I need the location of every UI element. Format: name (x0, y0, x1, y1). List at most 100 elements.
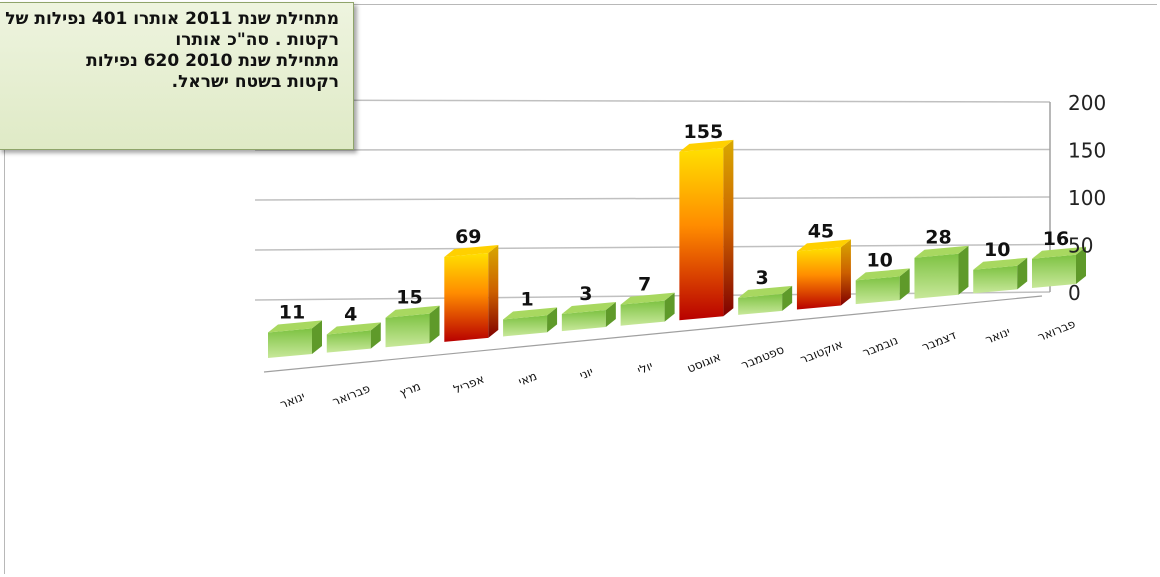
x-category-label: ינואר (983, 324, 1012, 347)
y-tick-label: 200 (1068, 91, 1106, 115)
bar (326, 322, 381, 353)
x-category-label: אפריל (451, 372, 486, 397)
x-category-label: אוגוסט (685, 350, 723, 376)
x-category-label: יוני (577, 364, 595, 382)
bar-top-face (326, 322, 381, 335)
bar-front-face (973, 265, 1018, 294)
data-label: 10 (984, 239, 1010, 261)
bar-side-face (312, 320, 322, 354)
x-category-label: נובמבר (860, 333, 899, 360)
data-label: 10 (866, 249, 892, 271)
bar-front-face (561, 310, 606, 332)
data-label: 28 (925, 227, 951, 249)
bar-front-face (855, 276, 900, 305)
bar (268, 320, 322, 358)
data-label: 3 (579, 283, 592, 305)
bar-side-face (1017, 257, 1028, 290)
data-label: 69 (455, 226, 481, 248)
bar-side-face (547, 307, 558, 333)
bar (855, 268, 910, 305)
x-category-label: פברואר (330, 381, 372, 409)
bar-front-face (503, 315, 548, 337)
bar-side-face (1076, 246, 1086, 284)
y-tick-label: 50 (1068, 234, 1093, 258)
bar-side-face (664, 292, 675, 322)
x-category-label: מאי (516, 369, 539, 389)
bar (503, 307, 558, 337)
data-label: 1 (520, 288, 533, 310)
bar (620, 292, 675, 326)
bars (268, 139, 1086, 358)
bar-front-face (914, 253, 959, 299)
data-label: 45 (808, 220, 834, 242)
bar (796, 239, 851, 310)
gridline (254, 243, 1051, 251)
x-category-label: דצמבר (920, 328, 959, 354)
bar-top-face (620, 292, 675, 305)
gridline (254, 99, 1051, 103)
annotation-box: מתחילת שנת 2011 אותרו 401 נפילות של רקטו… (0, 2, 354, 150)
x-category-label: פברואר (1036, 316, 1078, 344)
chart-frame (4, 4, 1157, 574)
bar-front-face (268, 328, 312, 358)
bar-side-face (723, 139, 734, 317)
bar-side-face (958, 245, 969, 295)
y-tick-label: 150 (1068, 139, 1106, 163)
data-label: 155 (684, 121, 724, 143)
bar-side-face (488, 244, 499, 338)
gridline (254, 196, 1051, 201)
bar-front-face (444, 252, 489, 342)
bar-front-face (620, 300, 665, 326)
bar-front-face (1032, 254, 1076, 288)
bar (973, 257, 1028, 294)
bar-side-face (782, 285, 793, 311)
x-category-label: ספטמבר (739, 342, 786, 372)
data-label: 3 (756, 267, 769, 289)
bar (444, 244, 499, 342)
y-tick-label: 100 (1068, 186, 1106, 210)
bar-top-face (503, 307, 558, 320)
bar (1032, 246, 1086, 288)
data-label: 7 (638, 274, 651, 296)
x-category-label: מרץ (397, 379, 422, 400)
data-label: 16 (1043, 228, 1069, 250)
bar-top-face (738, 285, 793, 298)
bar-top-face (796, 239, 851, 252)
x-axis-line (263, 295, 1043, 373)
bar-front-face (796, 247, 841, 310)
y-tick-label: 0 (1068, 281, 1081, 305)
bar-front-face (738, 293, 783, 315)
bar-top-face (914, 245, 969, 258)
bar-top-face (561, 302, 616, 315)
x-category-label: ינואר (278, 389, 307, 412)
bar (561, 302, 616, 332)
bar-side-face (429, 305, 440, 344)
bar (385, 305, 440, 348)
bar-side-face (605, 302, 616, 328)
bar-top-face (385, 305, 440, 318)
y-axis-tick-labels: 0 50 100 150 200 (1068, 91, 1106, 305)
bar-side-face (899, 268, 910, 301)
bar-top-face (855, 268, 910, 281)
bar (914, 245, 969, 299)
bar-front-face (385, 313, 430, 348)
x-category-label: יולי (635, 359, 655, 378)
bar-front-face (326, 330, 371, 353)
bar (738, 285, 793, 315)
bar-top-face (444, 244, 499, 257)
x-category-label: אוקטובר (798, 337, 845, 367)
data-label: 11 (279, 301, 305, 323)
bar (679, 139, 734, 321)
bar-top-face (268, 320, 322, 333)
gridline (254, 148, 1051, 151)
bar-front-face (679, 147, 724, 321)
bar-side-face (840, 239, 851, 306)
data-label: 4 (344, 303, 357, 325)
bar-top-face (679, 139, 734, 152)
bar-top-face (1032, 246, 1086, 259)
data-label: 15 (396, 287, 422, 309)
data-labels: 11 4 15 69 1 3 7 155 3 45 10 28 10 16 (279, 121, 1069, 326)
bar-side-face (370, 322, 381, 349)
bar-top-face (973, 257, 1028, 270)
